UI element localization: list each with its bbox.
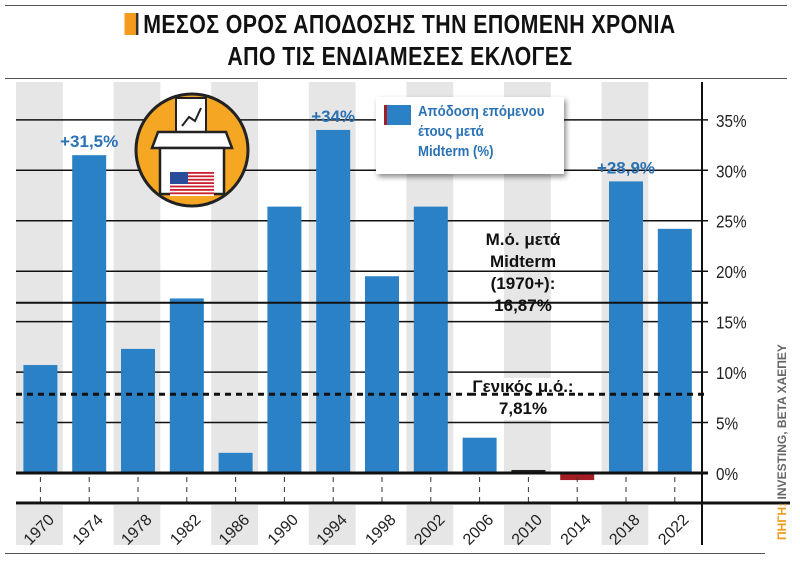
y-tick-label: 5% [716,413,738,433]
y-tick-label: 25% [716,212,747,232]
arrow-icon [124,13,139,35]
y-tick-label: 10% [716,363,747,383]
x-tick-label: 1998 [362,511,399,548]
legend: Απόδοση επόμενου έτους μετά Midterm (%) [376,97,564,174]
source-label: ΠΗΓΗ: [775,502,789,540]
label-band [211,505,258,545]
x-tick-label: 1990 [265,511,302,548]
source-text: INVESTING, BETA ΧΑΕΠΕΥ [775,344,789,500]
flag-stripe [170,182,214,184]
y-tick-label: 30% [716,161,747,181]
x-tick-label: 1982 [167,511,204,548]
title-rule [5,78,787,79]
bottom-rule [5,553,765,554]
bar-1998 [365,276,399,473]
flag-stripe [170,185,214,188]
midterm-average-label: Μ.ό. μετά Midterm (1970+): 16,87% [486,230,561,315]
y-tick-label: 35% [716,111,747,131]
source-note: ΠΗΓΗ: INVESTING, BETA ΧΑΕΠΕΥ [775,344,789,540]
chart-title: ΜΕΣΟΣ ΟΡΟΣ ΑΠΟΔΟΣΗΣ ΤΗΝ ΕΠΟΜΕΝΗ ΧΡΟΝΙΑ Α… [72,8,728,72]
label-band [308,505,356,545]
bar-2018 [609,181,643,474]
bar-2010 [511,469,546,473]
bar-2002 [413,206,448,473]
general-average-label-bg [470,378,578,420]
flag-stripe [170,172,214,174]
y-tick-label: 20% [716,262,747,282]
label-band [406,505,454,545]
flag-stripe [170,189,214,191]
title-line-1: ΜΕΣΟΣ ΟΡΟΣ ΑΠΟΔΟΣΗΣ ΤΗΝ ΕΠΟΜΕΝΗ ΧΡΟΝΙΑ [143,9,676,39]
title-line-2: ΑΠΟ ΤΙΣ ΕΝΔΙΑΜΕΣΕΣ ΕΚΛΟΓΕΣ [227,41,573,71]
y-tick-label: 15% [716,312,747,332]
label-band [601,505,649,545]
x-tick-label: 1974 [70,511,107,548]
flag-stripe [170,192,214,195]
label-band [113,505,161,545]
x-tick-label: 2006 [460,511,497,548]
bar-2006 [462,437,497,473]
data-label: +28,9% [597,158,655,177]
x-tick-label: 2022 [655,511,692,548]
bar-1978 [121,348,155,473]
bar-1982 [169,298,204,473]
x-tick-label: 2014 [558,511,595,548]
y-tick-label: 0% [716,464,738,484]
bar-1990 [267,206,302,473]
flag-stripe [170,175,214,178]
label-band [16,505,63,545]
flag-stripe [170,178,214,181]
data-label: +31,5% [60,132,118,151]
bar-2014 [560,473,595,481]
bar-2022 [657,228,692,473]
bar-1974 [72,155,107,474]
legend-label: Απόδοση επόμενου έτους μετά Midterm (%) [418,103,545,160]
bar-1994 [316,129,351,473]
top-rule [5,5,787,6]
bar-1970 [23,365,58,473]
label-band [504,505,551,545]
general-average-label: Γενικός μ.ό.: 7,81% [472,377,573,418]
ballot-box-icon [134,92,250,208]
legend-swatch [384,105,411,125]
data-label: +34% [311,107,355,126]
bar-1986 [218,452,253,473]
